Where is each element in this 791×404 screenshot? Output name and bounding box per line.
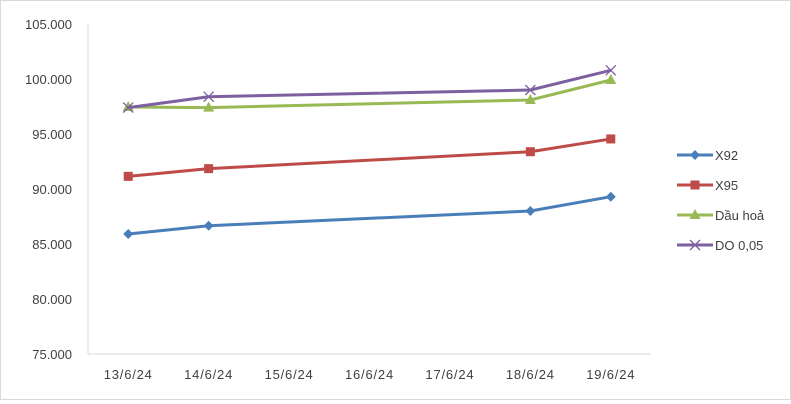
legend-label: DO 0,05 [715,238,763,253]
x-marker [689,239,701,251]
y-tick-label: 90.000 [32,182,72,197]
series-line [128,78,612,110]
square-marker [525,147,535,157]
y-tick-label: 75.000 [32,347,72,362]
series-x95 [123,134,616,181]
x-tick-label: 17/6/24 [425,367,474,382]
diamond-marker [123,228,134,239]
triangle-marker [524,94,536,105]
y-tick-label: 105.000 [25,17,72,32]
x-tick-label: 18/6/24 [506,367,555,382]
square-marker [204,164,214,174]
series-x92 [123,191,616,239]
x-marker [605,64,617,76]
legend-item: Dầu hoả [677,208,765,223]
diamond-marker [690,150,700,160]
square-marker [690,180,700,190]
x-marker [524,84,536,96]
x-tick-label: 15/6/24 [265,367,314,382]
diamond-marker [525,206,536,216]
series-line [128,68,612,110]
x-marker [122,102,134,114]
legend-item: X95 [677,178,738,193]
series-do-0-05 [122,64,617,114]
triangle-marker [689,209,701,219]
y-tick-label: 100.000 [25,72,72,87]
triangle-marker [605,73,617,84]
legend-label: Dầu hoả [715,208,765,223]
x-marker [203,91,215,103]
x-tick-label: 13/6/24 [104,367,153,382]
x-tick-label: 19/6/24 [586,367,635,382]
legend-item: X92 [677,148,738,163]
triangle-marker [203,101,215,112]
square-marker [606,134,616,144]
legend-item: DO 0,05 [677,238,763,253]
y-tick-label: 95.000 [32,127,72,142]
x-tick-label: 16/6/24 [345,367,394,382]
x-tick-label: 14/6/24 [184,367,233,382]
series-line [128,137,612,178]
series-line [128,195,612,236]
diamond-marker [203,220,214,231]
legend-label: X95 [715,178,738,193]
series-d-u-ho- [122,73,617,112]
square-marker [123,171,133,181]
legend-label: X92 [715,148,738,163]
y-tick-label: 80.000 [32,292,72,307]
y-tick-label: 85.000 [32,237,72,252]
diamond-marker [605,191,616,202]
